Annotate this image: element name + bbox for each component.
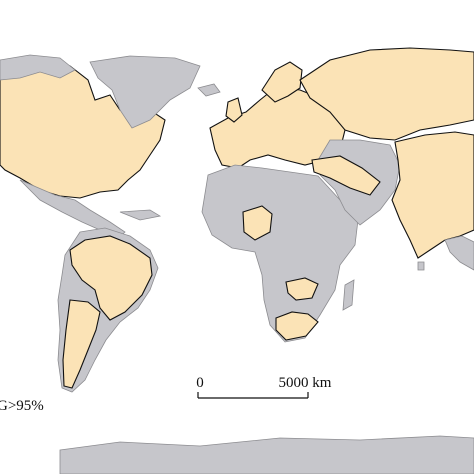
alaska-arctic	[0, 54, 76, 81]
africa	[201, 164, 359, 343]
brazil	[69, 235, 153, 321]
turkey-iran	[311, 155, 381, 196]
scale-end-label: 5000 km	[279, 375, 332, 391]
greenland	[89, 55, 201, 129]
nigeria	[242, 205, 273, 241]
southeast-asia	[444, 235, 474, 271]
sri-lanka	[417, 261, 425, 271]
china-india	[391, 131, 474, 259]
south-africa	[275, 311, 319, 341]
caribbean	[119, 209, 162, 221]
argentina	[62, 299, 101, 389]
zambia	[285, 277, 319, 301]
uk	[225, 97, 243, 123]
madagascar	[342, 279, 355, 311]
russia	[299, 47, 474, 141]
legend-label: G>95%	[0, 398, 44, 414]
iceland	[197, 83, 221, 97]
scale-start-label: 0	[196, 375, 204, 391]
antarctica	[59, 435, 474, 474]
